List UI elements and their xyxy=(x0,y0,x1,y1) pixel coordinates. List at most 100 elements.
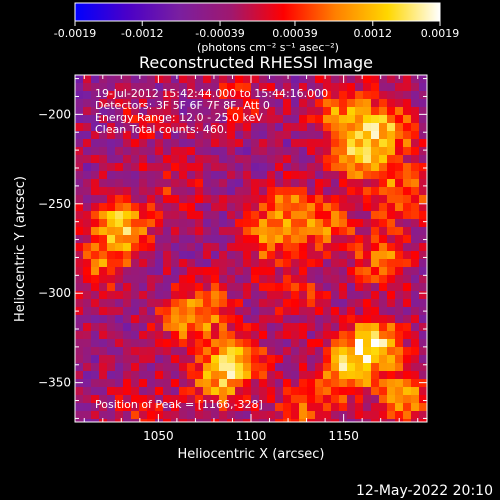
heatmap-cell xyxy=(243,403,251,411)
heatmap-cell xyxy=(323,187,331,195)
heatmap-cell xyxy=(179,123,187,131)
heatmap-cell xyxy=(267,371,275,379)
chart-title: Reconstructed RHESSI Image xyxy=(139,53,373,72)
heatmap-cell xyxy=(115,267,123,275)
heatmap-cell xyxy=(139,99,147,107)
heatmap-cell xyxy=(363,419,371,422)
heatmap-cell xyxy=(139,379,147,387)
heatmap-cell xyxy=(267,243,275,251)
heatmap-cell xyxy=(387,403,395,411)
heatmap-cell xyxy=(363,331,371,339)
heatmap-cell xyxy=(235,155,243,163)
heatmap-cell xyxy=(227,195,235,203)
heatmap-cell xyxy=(307,355,315,363)
heatmap-cell xyxy=(195,283,203,291)
heatmap-cell xyxy=(187,99,195,107)
heatmap-cell xyxy=(371,195,379,203)
heatmap-cell xyxy=(419,275,427,283)
heatmap-cell xyxy=(403,387,411,395)
heatmap-cell xyxy=(331,171,339,179)
heatmap-cell xyxy=(171,99,179,107)
heatmap-cell xyxy=(387,299,395,307)
heatmap-cell xyxy=(243,155,251,163)
heatmap-cell xyxy=(267,251,275,259)
heatmap-cell xyxy=(99,387,107,395)
heatmap-cell xyxy=(131,403,139,411)
heatmap-cell xyxy=(203,211,211,219)
heatmap-cell xyxy=(203,251,211,259)
heatmap-cell xyxy=(283,155,291,163)
heatmap-cell xyxy=(155,187,163,195)
heatmap-cell xyxy=(219,275,227,283)
heatmap-cell xyxy=(259,219,267,227)
heatmap-cell xyxy=(323,83,331,91)
heatmap-cell xyxy=(259,315,267,323)
heatmap-cell xyxy=(411,323,419,331)
heatmap-cell xyxy=(363,403,371,411)
heatmap-cell xyxy=(387,315,395,323)
heatmap-cell xyxy=(283,275,291,283)
heatmap-cell xyxy=(123,155,131,163)
heatmap-cell xyxy=(123,227,131,235)
heatmap-cell xyxy=(139,267,147,275)
heatmap-cell xyxy=(91,211,99,219)
heatmap-cell xyxy=(259,195,267,203)
heatmap-cell xyxy=(227,411,235,419)
heatmap-cell xyxy=(251,123,259,131)
heatmap-cell xyxy=(251,235,259,243)
heatmap-cell xyxy=(251,211,259,219)
heatmap-cell xyxy=(283,195,291,203)
heatmap-cell xyxy=(235,347,243,355)
heatmap-cell xyxy=(83,227,91,235)
heatmap-cell xyxy=(347,203,355,211)
heatmap-cell xyxy=(371,419,379,422)
heatmap-cell xyxy=(179,187,187,195)
heatmap-cell xyxy=(227,355,235,363)
heatmap-cell xyxy=(131,131,139,139)
heatmap-cell xyxy=(339,251,347,259)
heatmap-cell xyxy=(83,275,91,283)
heatmap-cell xyxy=(211,163,219,171)
heatmap-cell xyxy=(203,75,211,83)
heatmap-cell xyxy=(91,235,99,243)
heatmap-cell xyxy=(403,179,411,187)
heatmap-cell xyxy=(403,187,411,195)
heatmap-cell xyxy=(75,91,83,99)
heatmap-cell xyxy=(363,219,371,227)
heatmap-cell xyxy=(123,195,131,203)
heatmap-cell xyxy=(419,131,427,139)
heatmap-cell xyxy=(387,411,395,419)
heatmap-cell xyxy=(203,403,211,411)
heatmap-cell xyxy=(283,363,291,371)
heatmap-cell xyxy=(123,211,131,219)
heatmap-cell xyxy=(371,115,379,123)
heatmap-cell xyxy=(275,315,283,323)
heatmap-cell xyxy=(179,115,187,123)
heatmap-cell xyxy=(323,419,331,422)
heatmap-cell xyxy=(147,283,155,291)
heatmap-cell xyxy=(283,323,291,331)
heatmap-cell xyxy=(75,219,83,227)
heatmap-cell xyxy=(163,323,171,331)
heatmap-cell xyxy=(107,339,115,347)
heatmap-cell xyxy=(419,315,427,323)
heatmap-cell xyxy=(211,195,219,203)
heatmap-cell xyxy=(259,171,267,179)
heatmap-cell xyxy=(395,251,403,259)
heatmap-cell xyxy=(347,83,355,91)
heatmap-cell xyxy=(163,371,171,379)
heatmap-cell xyxy=(355,307,363,315)
heatmap-cell xyxy=(211,323,219,331)
heatmap-cell xyxy=(219,147,227,155)
heatmap-cell xyxy=(91,75,99,83)
heatmap-cell xyxy=(331,251,339,259)
heatmap-cell xyxy=(179,243,187,251)
heatmap-cell xyxy=(331,315,339,323)
colorbar-unit-label: (photons cm⁻² s⁻¹ asec⁻²) xyxy=(197,41,339,54)
heatmap-cell xyxy=(339,299,347,307)
heatmap-cell xyxy=(187,355,195,363)
heatmap-cell xyxy=(91,379,99,387)
heatmap-cell xyxy=(291,291,299,299)
heatmap-cell xyxy=(195,307,203,315)
heatmap-cell xyxy=(379,99,387,107)
